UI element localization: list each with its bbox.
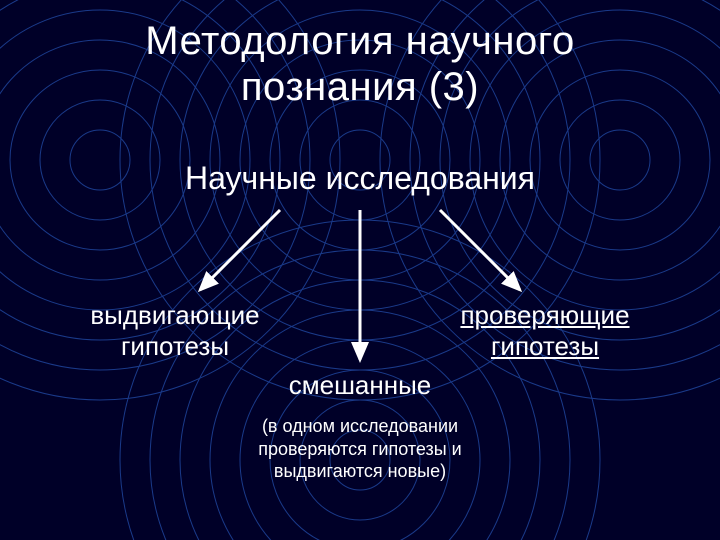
branch-left-line2: гипотезы: [121, 331, 229, 361]
title-line-1: Методология научного: [145, 19, 574, 63]
slide-content: Методология научного познания (3) Научны…: [0, 0, 720, 540]
branch-right-line2: гипотезы: [491, 331, 599, 361]
branch-left: выдвигающие гипотезы: [70, 300, 280, 362]
slide-title: Методология научного познания (3): [0, 18, 720, 110]
branch-right-line1: проверяющие: [460, 300, 629, 330]
branch-center-label: смешанные: [289, 370, 432, 400]
slide: Методология научного познания (3) Научны…: [0, 0, 720, 540]
note-line2: проверяются гипотезы и: [258, 439, 461, 459]
title-line-2: познания (3): [241, 65, 479, 109]
slide-subheading: Научные исследования: [0, 160, 720, 197]
branch-left-line1: выдвигающие: [90, 300, 259, 330]
note-line3: выдвигаются новые): [274, 461, 446, 481]
note-line1: (в одном исследовании: [262, 416, 458, 436]
branch-center-note: (в одном исследовании проверяются гипоте…: [220, 415, 500, 483]
branch-center: смешанные: [235, 370, 485, 401]
branch-right: проверяющие гипотезы: [440, 300, 650, 362]
